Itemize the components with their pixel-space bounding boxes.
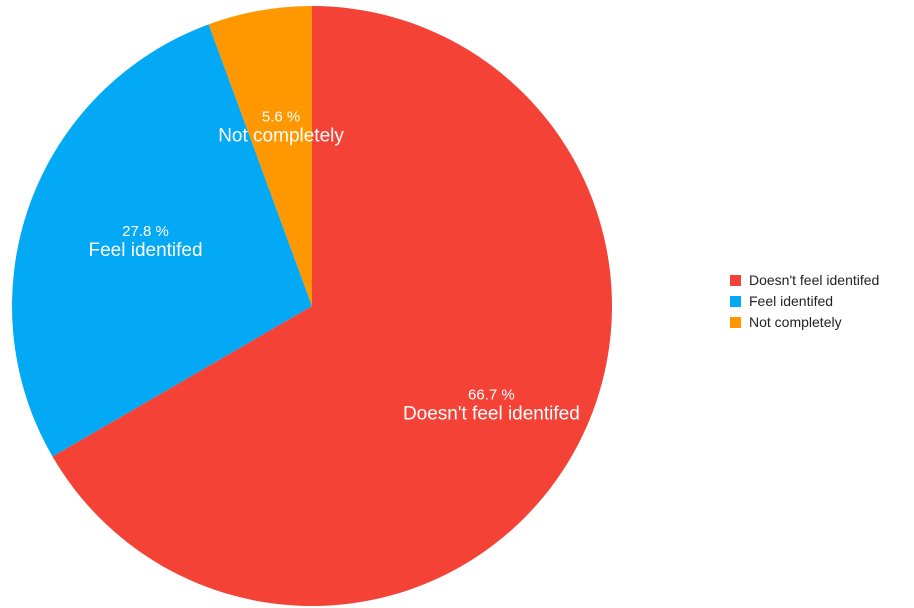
legend: Doesn't feel identifed Feel identifed No… (730, 272, 879, 331)
pie-slice-2[interactable] (208, 6, 312, 306)
legend-swatch (730, 275, 741, 286)
pie-labels: 66.7 %Doesn't feel identifed 27.8 %Feel i… (88, 109, 579, 425)
legend-item-feel-identified[interactable]: Feel identifed (730, 293, 879, 310)
slice-name-label: Not completely (218, 126, 344, 147)
legend-label: Not completely (749, 314, 842, 330)
legend-label: Feel identifed (749, 293, 834, 309)
legend-label: Doesn't feel identifed (749, 272, 880, 288)
slice-name-label: Feel identifed (88, 240, 202, 261)
slice-name-label: Doesn't feel identifed (403, 403, 580, 424)
pie-slice-1[interactable] (11, 24, 312, 457)
legend-swatch (730, 296, 741, 307)
legend-item-doesnt-feel-identified[interactable]: Doesn't feel identifed (730, 272, 879, 289)
slice-value-label: 5.6 % (262, 109, 300, 126)
pie-slices (11, 6, 613, 606)
slice-value-label: 66.7 % (468, 386, 515, 403)
pie-slice-0[interactable] (52, 6, 613, 606)
slice-value-label: 27.8 % (122, 223, 169, 240)
legend-item-not-completely[interactable]: Not completely (730, 314, 879, 331)
legend-swatch (730, 317, 741, 328)
